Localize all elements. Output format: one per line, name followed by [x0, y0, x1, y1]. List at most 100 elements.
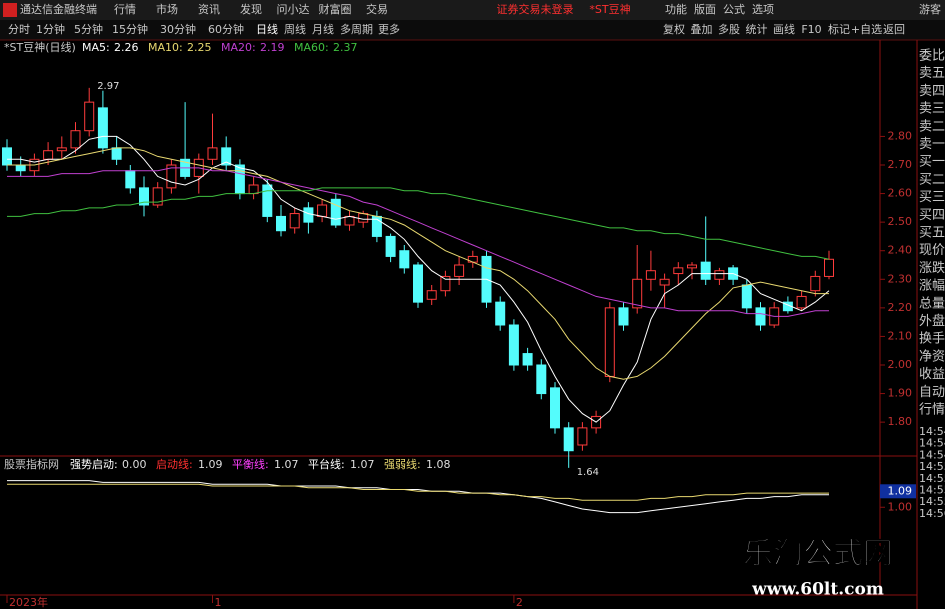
toolbar [0, 20, 945, 40]
tool-button[interactable]: 返回 [883, 23, 905, 36]
period-tab[interactable]: 15分钟 [112, 22, 148, 36]
trade-time: 14:55 [919, 460, 945, 473]
readout-name: 启动线: [156, 457, 193, 471]
period-tab[interactable]: 5分钟 [74, 22, 103, 36]
period-tab[interactable]: 日线 [256, 22, 278, 36]
quote-label: 卖一 [919, 137, 945, 152]
period-tab[interactable]: 1分钟 [36, 22, 65, 36]
candle-body [741, 284, 752, 309]
candle-body [508, 324, 519, 366]
tool-button[interactable]: 叠加 [691, 23, 713, 36]
candle-body [234, 164, 245, 195]
ma-line [7, 167, 829, 317]
y-tick-label: 2.40 [888, 244, 913, 257]
menu-item[interactable]: 市场 [156, 2, 178, 16]
candle-body [604, 307, 615, 377]
candle-body [344, 215, 355, 226]
period-tab[interactable]: 分时 [8, 23, 30, 36]
candle-body [166, 164, 177, 189]
indicator-line [7, 480, 829, 514]
menu-item[interactable]: 公式 [723, 3, 745, 16]
legend-name: MA10: [148, 41, 183, 54]
menu-item[interactable]: 交易 [366, 2, 388, 16]
tool-button[interactable]: 统计 [746, 23, 768, 36]
readout-name: 平台线: [308, 457, 345, 471]
candle-body [56, 147, 67, 152]
quote-label: 买一 [919, 155, 945, 170]
period-tab[interactable]: 60分钟 [208, 22, 244, 36]
menu-item[interactable]: 财富圈 [319, 2, 352, 16]
candle-body [563, 427, 574, 452]
tool-button[interactable]: 标记 [828, 22, 850, 36]
quote-label: 买三 [919, 190, 945, 205]
menu-item[interactable]: 功能 [665, 2, 687, 16]
y-tick-label: 1.80 [888, 415, 913, 428]
trade-time: 14:55 [919, 472, 945, 485]
high-annotation: 2.97 [97, 81, 119, 92]
tool-button[interactable]: +自选 [851, 23, 882, 36]
candle-body [659, 278, 670, 286]
legend-value: 2.26 [114, 41, 139, 54]
menu-item[interactable]: 资讯 [198, 3, 220, 16]
quote-label: 自动 [919, 385, 945, 400]
candle-body [262, 184, 273, 217]
candle-body [317, 204, 328, 217]
menu-item[interactable]: 选项 [752, 3, 774, 16]
legend-value: 2.19 [260, 41, 285, 54]
candle-body [43, 150, 54, 160]
period-tab[interactable]: 30分钟 [160, 22, 196, 36]
legend-name: MA5: [82, 41, 110, 54]
y-tick-label: 2.10 [888, 329, 913, 342]
quote-label: 涨幅 [919, 279, 945, 294]
quote-label: 委比 [919, 49, 945, 64]
candle-body [645, 270, 656, 280]
y-tick-label: 1.00 [888, 500, 913, 513]
menu-item[interactable]: 行情 [114, 3, 136, 16]
period-tab[interactable]: 月线 [312, 22, 334, 36]
login-status[interactable]: 证券交易未登录 [497, 2, 574, 16]
quote-label: 外盘 [919, 313, 945, 329]
menu-item[interactable]: 版面 [694, 2, 716, 16]
watermark: 乐淘公式网 www.60lt.com [743, 536, 894, 600]
trade-time: 14:55 [919, 495, 945, 508]
chart-title: *ST豆神(日线) [4, 40, 76, 54]
readout-name: 平衡线: [232, 457, 269, 471]
quote-label: 买四 [919, 208, 945, 223]
candle-body [810, 275, 821, 292]
readout-value: 1.09 [198, 458, 223, 471]
stock-name: *ST豆神 [589, 2, 630, 16]
tool-button[interactable]: F10 [801, 23, 821, 36]
candle-body [550, 387, 560, 429]
quote-label: 卖四 [919, 84, 945, 99]
user[interactable]: 游客 [919, 2, 941, 16]
indicator-title: 股票指标网 [4, 457, 59, 471]
tool-button[interactable]: 复权 [663, 22, 685, 36]
x-tick-label: 2023年 [9, 595, 48, 609]
quote-label: 买五 [919, 226, 945, 241]
candle-body [495, 301, 506, 326]
app-name: 通达信金融终端 [20, 2, 97, 16]
candle-body [700, 261, 711, 280]
candle-body [2, 147, 12, 166]
ma-line [7, 187, 830, 260]
period-tab[interactable]: 更多 [378, 22, 400, 36]
tool-button[interactable]: 画线 [773, 22, 795, 36]
y-tick-label: 2.00 [888, 358, 913, 371]
menu-item[interactable]: 问小达 [277, 3, 310, 16]
readout-name: 强弱线: [384, 457, 421, 471]
candle-body [714, 270, 725, 280]
ma-line [7, 135, 830, 423]
y-tick-highlight [880, 484, 916, 499]
readout-value: 1.08 [426, 458, 451, 471]
candle-body [248, 184, 259, 195]
trade-time: 14:55 [919, 484, 945, 497]
candle-body [577, 427, 588, 446]
y-tick-label: 2.80 [888, 129, 913, 142]
menu-item[interactable]: 发现 [240, 2, 262, 16]
period-tab[interactable]: 多周期 [340, 22, 373, 36]
tool-button[interactable]: 多股 [718, 22, 740, 36]
candle-body [755, 307, 766, 326]
candle-body [207, 147, 218, 160]
period-tab[interactable]: 周线 [284, 22, 306, 36]
x-tick-label: 1 [215, 596, 222, 609]
